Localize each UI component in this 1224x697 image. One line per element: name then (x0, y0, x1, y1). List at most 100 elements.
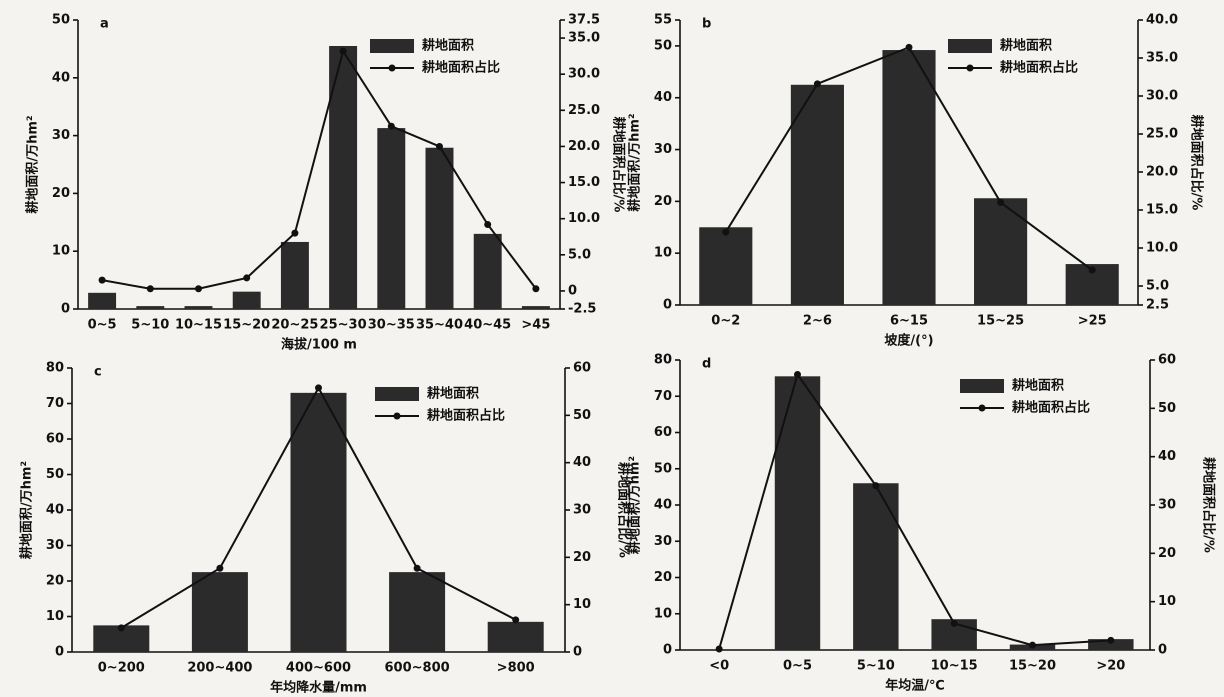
y-tick-label: 20 (52, 186, 70, 201)
line-marker (1088, 266, 1096, 274)
panel-label: c (94, 365, 102, 380)
bar (377, 128, 406, 309)
line-marker (216, 564, 224, 572)
y-tick-label: 10 (654, 606, 672, 621)
y2-axis-label: 耕地面积占比/% (611, 117, 627, 213)
x-tick-label: 10~15 (931, 659, 978, 674)
x-tick-label: 25~30 (320, 318, 367, 333)
line-marker (715, 645, 723, 653)
y-tick-label: 40 (654, 498, 672, 513)
line-marker (315, 384, 322, 392)
y2-tick-label: 10 (1158, 594, 1176, 609)
bar (699, 227, 753, 305)
y-tick-label: 60 (654, 425, 672, 440)
y-tick-label: 0 (663, 643, 672, 658)
line-marker (117, 624, 125, 632)
bar (191, 572, 248, 652)
line-marker (484, 220, 492, 228)
y2-tick-label: 40.0 (1146, 13, 1178, 28)
y-tick-label: 0 (663, 298, 672, 313)
y2-tick-label: 35.0 (1146, 51, 1178, 66)
bar (280, 241, 309, 309)
y2-tick-label: 30.0 (568, 67, 600, 82)
y2-tick-label: 20 (573, 550, 591, 565)
y-axis-label: 耕地面积/万hm² (627, 456, 643, 554)
y2-tick-label: 50 (1158, 401, 1176, 416)
y2-tick-label: 5.0 (1146, 279, 1169, 294)
bar (790, 84, 844, 305)
legend-label: 耕地面积 (427, 386, 479, 402)
legend-swatch (393, 412, 401, 420)
y2-tick-label: 30.0 (1146, 89, 1178, 104)
y2-tick-label: 15.0 (1146, 203, 1178, 218)
y-tick-label: 70 (46, 396, 64, 411)
y-tick-label: 80 (46, 361, 64, 376)
legend-label: 耕地面积 (422, 38, 474, 54)
y-tick-label: 40 (52, 70, 70, 85)
bar (853, 483, 899, 650)
y-tick-label: 20 (654, 194, 672, 209)
y-tick-label: 40 (654, 90, 672, 105)
x-tick-label: >800 (497, 661, 535, 676)
y-tick-label: 60 (46, 432, 64, 447)
y2-tick-label: 35.0 (568, 31, 600, 46)
x-tick-label: 15~20 (223, 318, 270, 333)
y-tick-label: 20 (46, 574, 64, 589)
bar (774, 376, 821, 650)
y2-axis-label: 耕地面积占比/% (616, 462, 632, 558)
y2-tick-label: 30 (1158, 498, 1176, 513)
x-tick-label: 0~200 (98, 661, 145, 676)
legend-swatch (370, 39, 414, 53)
y2-tick-label: 10 (573, 597, 591, 612)
x-tick-label: 20~25 (271, 318, 318, 333)
y-tick-label: 50 (654, 461, 672, 476)
bar (389, 572, 446, 652)
line (101, 48, 537, 290)
y2-tick-label: 20 (1158, 546, 1176, 561)
bar (184, 306, 213, 309)
y-tick-label: 30 (46, 538, 64, 553)
x-tick-label: 400~600 (286, 661, 351, 676)
x-tick-label: 0~5 (88, 318, 117, 333)
panel-label: d (702, 357, 711, 372)
line-marker (413, 564, 421, 572)
y2-tick-label: 2.5 (1146, 298, 1169, 313)
line-marker (98, 276, 106, 284)
y2-tick-label: -2.5 (568, 302, 596, 317)
y2-axis-label: 耕地面积占比/% (1189, 115, 1205, 211)
y2-tick-label: 0 (573, 645, 582, 660)
x-tick-label: 35~40 (416, 318, 463, 333)
x-tick-label: 5~10 (857, 659, 895, 674)
line-marker (794, 371, 801, 378)
legend-swatch (375, 387, 419, 401)
x-axis-label: 年均温/℃ (885, 678, 945, 694)
y-tick-label: 10 (52, 244, 70, 259)
y2-tick-label: 50 (573, 408, 591, 423)
y2-tick-label: 10.0 (1146, 241, 1178, 256)
y2-tick-label: 25.0 (568, 103, 600, 118)
legend-swatch (966, 64, 974, 72)
x-axis-label: 海拔/100 m (281, 337, 357, 353)
x-tick-label: 15~20 (1009, 659, 1056, 674)
y2-tick-label: 5.0 (568, 247, 591, 262)
legend-label: 耕地面积占比 (1000, 60, 1078, 76)
bar (974, 198, 1028, 305)
line-marker (872, 482, 880, 490)
y-tick-label: 30 (654, 534, 672, 549)
bar (88, 292, 117, 309)
x-axis-label: 年均降水量/mm (270, 680, 367, 696)
line-marker (339, 47, 347, 55)
x-tick-label: 5~10 (131, 318, 169, 333)
legend-label: 耕地面积占比 (1012, 400, 1090, 416)
y-axis-label: 耕地面积/万hm² (25, 115, 41, 213)
bar (425, 147, 454, 309)
line-marker (905, 43, 913, 51)
legend-swatch (948, 39, 992, 53)
y-tick-label: 40 (46, 503, 64, 518)
y-tick-label: 10 (46, 609, 64, 624)
line-marker (997, 198, 1005, 206)
bar (882, 50, 936, 305)
x-tick-label: 15~25 (977, 314, 1024, 329)
y2-tick-label: 25.0 (1146, 127, 1178, 142)
